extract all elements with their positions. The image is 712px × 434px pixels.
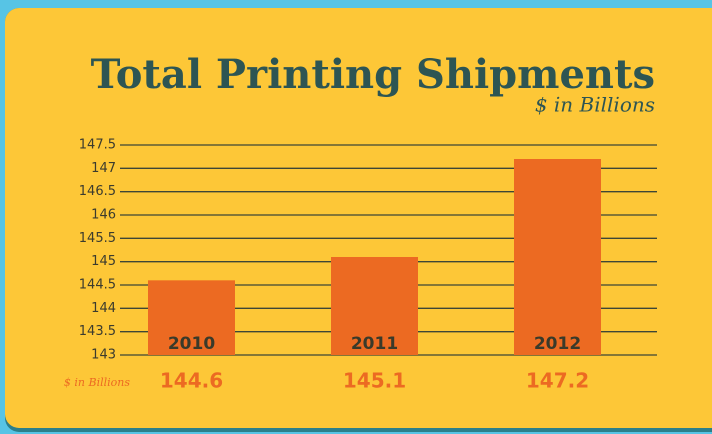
y-tick-label: 146.5 — [79, 184, 116, 199]
value-label: 144.6 — [160, 369, 223, 393]
y-tick-label: 143.5 — [79, 324, 116, 339]
x-tick-label: 2010 — [168, 334, 215, 354]
value-label: 145.1 — [343, 369, 406, 393]
chart-title: Total Printing Shipments — [91, 51, 655, 98]
bar — [148, 280, 235, 355]
value-row-label: $ in Billions — [64, 376, 130, 389]
y-tick-label: 147.5 — [79, 138, 116, 153]
y-tick-label: 147 — [91, 161, 116, 176]
y-tick-label: 144.5 — [79, 278, 116, 293]
y-tick-label: 145 — [91, 254, 116, 269]
y-tick-label: 144 — [91, 301, 116, 316]
y-tick-label: 143 — [91, 348, 116, 363]
value-label: 147.2 — [526, 369, 589, 393]
bar — [514, 159, 601, 355]
x-tick-label: 2011 — [351, 334, 398, 354]
y-tick-label: 146 — [91, 208, 116, 223]
bar — [331, 257, 418, 355]
chart-subtitle: $ in Billions — [535, 93, 655, 117]
y-tick-label: 145.5 — [79, 231, 116, 246]
x-tick-label: 2012 — [534, 334, 581, 354]
